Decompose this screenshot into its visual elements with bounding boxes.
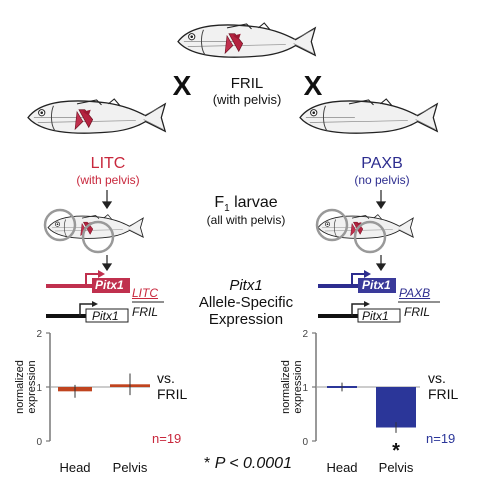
- litc-allele-gene: Pitx1: [95, 278, 124, 292]
- center-gene: Pitx1: [229, 277, 263, 294]
- category-label: Pelvis: [113, 460, 148, 475]
- category-label: Pelvis: [379, 460, 414, 475]
- category-label: Head: [326, 460, 357, 475]
- n-label: n=19: [152, 431, 181, 446]
- paxb-allele-gene: Pitx1: [362, 278, 391, 292]
- litc-label: LITC: [90, 155, 126, 172]
- center-line2: Allele-Specific: [198, 294, 294, 311]
- y-axis-label-line1: normalized: [14, 360, 26, 414]
- y-axis-label-line2: expression: [292, 360, 304, 413]
- y-axis-label: normalizedexpression: [280, 360, 304, 414]
- allele-fril-right: [318, 301, 440, 323]
- significance-star: *: [392, 440, 400, 462]
- chart-litc: 0 1 2 normalizedexpression Head Pelvis vs.FRIL…: [14, 329, 188, 475]
- fril-allele-strain-left: FRIL: [132, 305, 159, 319]
- allele-fril-left: [46, 301, 164, 323]
- y-tick-label: 0: [36, 437, 42, 448]
- cross-symbol-right: X: [303, 70, 323, 101]
- fril-allele-strain-right: FRIL: [404, 305, 431, 319]
- paxb-label: PAXB: [361, 155, 403, 172]
- chart-paxb: 0 1 2 normalizedexpression Head Pelvis vs.FRIL…: [280, 329, 459, 475]
- y-axis-label-line2: expression: [26, 360, 38, 413]
- fril-allele-gene-left: Pitx1: [92, 309, 119, 323]
- pelvis-circle-right: [353, 220, 387, 254]
- paxb-note: (no pelvis): [354, 173, 410, 187]
- p-value: * P < 0.0001: [204, 455, 292, 472]
- fish-litc: [27, 98, 166, 134]
- arrow-right: [375, 190, 387, 210]
- y-axis-label: normalizedexpression: [14, 360, 38, 414]
- litc-allele-strain: LITC: [132, 286, 159, 300]
- larva-left: [47, 214, 144, 239]
- y-axis-label-line1: normalized: [280, 360, 292, 414]
- f1-note: (all with pelvis): [206, 213, 286, 227]
- arrow-left: [101, 190, 113, 210]
- head-circle-right: [315, 208, 349, 242]
- allele-paxb: [318, 270, 396, 293]
- y-tick-label: 0: [302, 437, 308, 448]
- fril-allele-gene-right: Pitx1: [362, 309, 389, 323]
- pelvis-circle-left: [81, 220, 115, 254]
- reference-label-line1: vs.: [428, 370, 446, 386]
- larva-right: [317, 214, 414, 239]
- reference-label-line1: vs.: [157, 370, 175, 386]
- fish-fril: [177, 22, 316, 58]
- center-line3: Expression: [208, 311, 284, 328]
- reference-label-line2: FRIL: [428, 386, 459, 402]
- y-tick-label: 2: [36, 329, 42, 340]
- n-label: n=19: [426, 431, 455, 446]
- y-tick-label: 1: [302, 383, 308, 394]
- fish-paxb: [299, 98, 438, 134]
- fril-label: FRIL: [230, 75, 264, 92]
- bar-pelvis: [376, 387, 416, 428]
- y-tick-label: 1: [36, 383, 42, 394]
- reference-label-line2: FRIL: [157, 386, 188, 402]
- cross-symbol-left: X: [172, 70, 192, 101]
- head-circle-left: [43, 208, 77, 242]
- category-label: Head: [59, 460, 90, 475]
- paxb-allele-strain: PAXB: [399, 286, 431, 300]
- litc-note: (with pelvis): [76, 173, 140, 187]
- y-tick-label: 2: [302, 329, 308, 340]
- fril-note: (with pelvis): [212, 92, 282, 107]
- allele-litc: [46, 270, 130, 293]
- f1-label: F1 larvae: [214, 194, 278, 215]
